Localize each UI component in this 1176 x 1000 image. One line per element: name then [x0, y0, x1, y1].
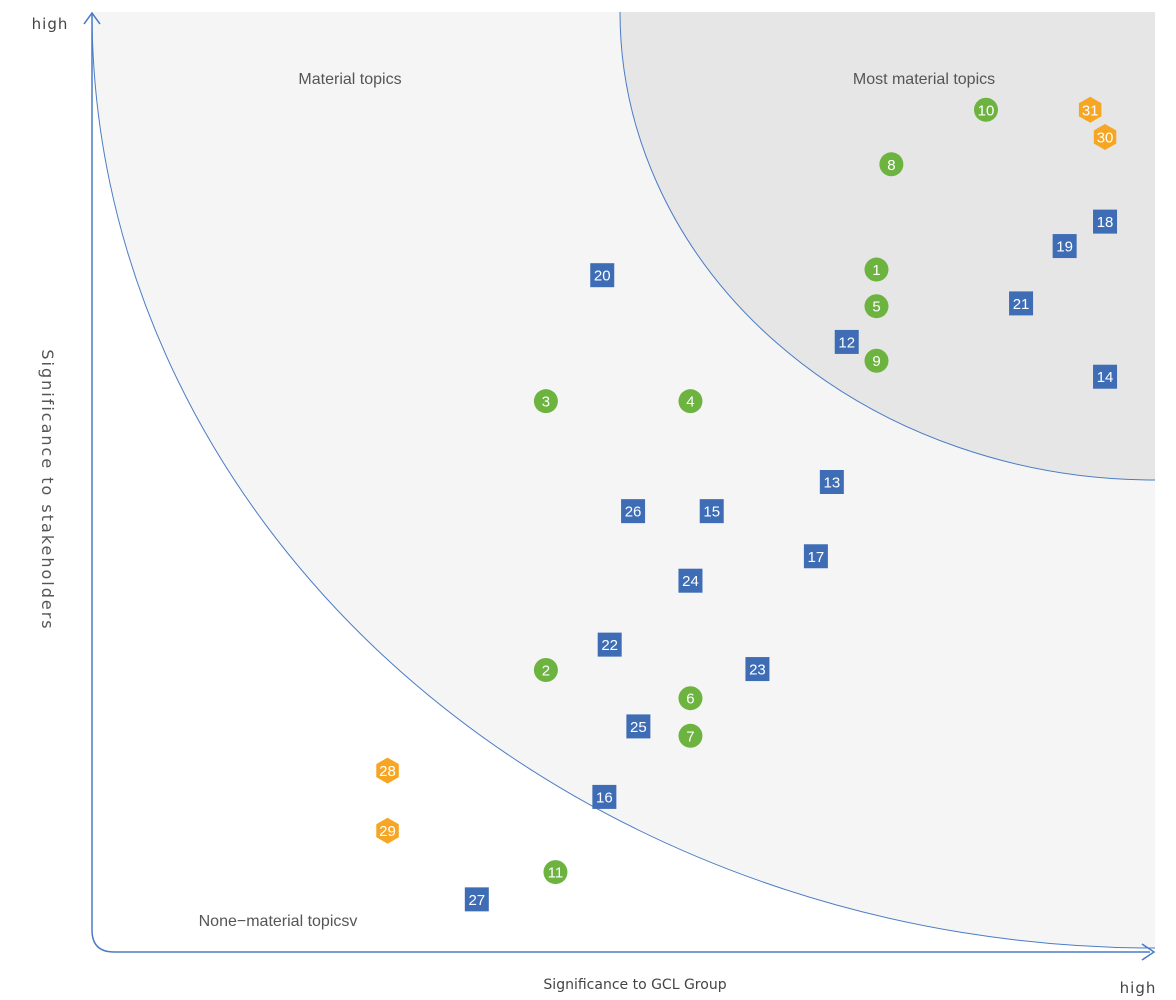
topic-marker-label-25: 25 [630, 719, 647, 736]
y-axis-high-label: high [32, 15, 69, 33]
topic-marker-10 [973, 97, 998, 122]
topic-marker-2 [533, 658, 558, 682]
x-axis-arrowhead [1141, 943, 1156, 961]
topic-marker-label-4: 4 [686, 394, 694, 411]
topic-marker-label-3: 3 [542, 394, 550, 411]
topic-marker-label-24: 24 [682, 573, 699, 590]
topic-marker-26 [621, 499, 646, 524]
topic-marker-20 [590, 263, 615, 288]
topic-marker-label-12: 12 [838, 334, 855, 351]
topic-marker-18 [1093, 209, 1118, 234]
topic-marker-9 [864, 348, 889, 373]
topic-marker-15 [699, 499, 724, 524]
topic-marker-23 [745, 657, 770, 682]
topic-marker-31 [1078, 96, 1102, 123]
topic-marker-label-26: 26 [625, 504, 642, 521]
topic-marker-label-13: 13 [824, 475, 841, 492]
topic-marker-label-19: 19 [1056, 239, 1073, 256]
topic-marker-label-29: 29 [379, 823, 396, 840]
topic-marker-17 [803, 544, 828, 569]
most-material-topics-label: Most material topics [853, 71, 995, 88]
topic-marker-label-22: 22 [601, 637, 618, 654]
topic-marker-label-30: 30 [1097, 130, 1114, 147]
topic-marker-label-28: 28 [379, 763, 396, 780]
topic-marker-19 [1052, 234, 1077, 259]
material-boundary-curve [91, 11, 1156, 949]
topic-marker-27 [464, 887, 489, 912]
topic-marker-22 [597, 632, 622, 657]
y-axis-arrowhead [83, 11, 101, 25]
topic-marker-11 [543, 860, 568, 885]
topic-marker-label-2: 2 [542, 663, 550, 680]
topic-marker-7 [678, 723, 703, 748]
topic-marker-29 [376, 817, 399, 844]
topic-marker-8 [879, 152, 904, 177]
topic-marker-label-7: 7 [686, 728, 694, 745]
topic-marker-label-16: 16 [596, 789, 613, 806]
topic-marker-label-14: 14 [1097, 369, 1114, 386]
topic-markers: 123 4567891011121314151617181920212223242… [376, 96, 1118, 912]
most-material-boundary-curve [619, 11, 1156, 481]
topic-marker-label-31: 31 [1082, 102, 1099, 119]
material-topics-label: Material topics [298, 71, 401, 88]
topic-marker-label-18: 18 [1097, 214, 1114, 231]
topic-marker-label-9: 9 [872, 353, 880, 370]
topic-marker-label-11: 11 [548, 865, 564, 882]
topic-marker-16 [592, 784, 617, 809]
x-axis-high-label: high [1120, 979, 1157, 997]
topic-marker-28 [376, 757, 399, 784]
y-axis [91, 14, 1150, 953]
topic-marker-label-8: 8 [887, 157, 895, 174]
most-material-topics-region [620, 12, 1155, 480]
topic-marker-label-21: 21 [1013, 296, 1030, 313]
topic-marker-14 [1093, 364, 1118, 389]
topic-marker-label-6: 6 [686, 691, 694, 708]
topic-marker-label-5: 5 [872, 299, 880, 316]
topic-marker-label-27: 27 [468, 892, 485, 909]
topic-marker-6 [678, 686, 703, 711]
topic-marker-30 [1093, 124, 1117, 150]
topic-marker-5 [864, 294, 889, 319]
topic-marker-25 [626, 714, 651, 739]
x-axis-title: Significance to GCL Group [543, 977, 726, 993]
topic-marker-21 [1009, 291, 1034, 316]
y-axis-title: Significance to stakeholders [38, 349, 57, 630]
topic-marker-12 [834, 329, 859, 354]
topic-marker-label-1: 1 [872, 262, 880, 279]
topic-marker-1 [864, 257, 889, 282]
topic-marker-13 [819, 470, 844, 494]
topic-marker-label-23: 23 [749, 662, 766, 679]
topic-marker-label-15: 15 [703, 504, 720, 521]
topic-marker-label-20: 20 [594, 268, 611, 285]
topic-marker-4 [678, 389, 703, 414]
none-material-topics-label: None−material topicsv [199, 913, 358, 930]
topic-marker-24 [678, 568, 703, 593]
topic-marker-3 [533, 389, 558, 414]
topic-marker-label-10: 10 [978, 102, 995, 119]
topic-marker-label-17: 17 [808, 549, 825, 566]
